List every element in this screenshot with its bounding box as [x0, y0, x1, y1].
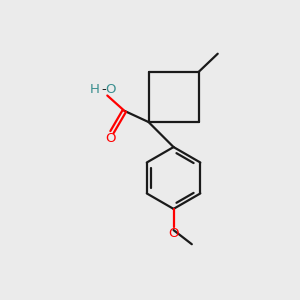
Text: H: H — [90, 82, 100, 95]
Text: -: - — [101, 82, 106, 95]
Text: O: O — [168, 227, 179, 240]
Text: O: O — [105, 82, 116, 95]
Text: O: O — [105, 132, 116, 145]
